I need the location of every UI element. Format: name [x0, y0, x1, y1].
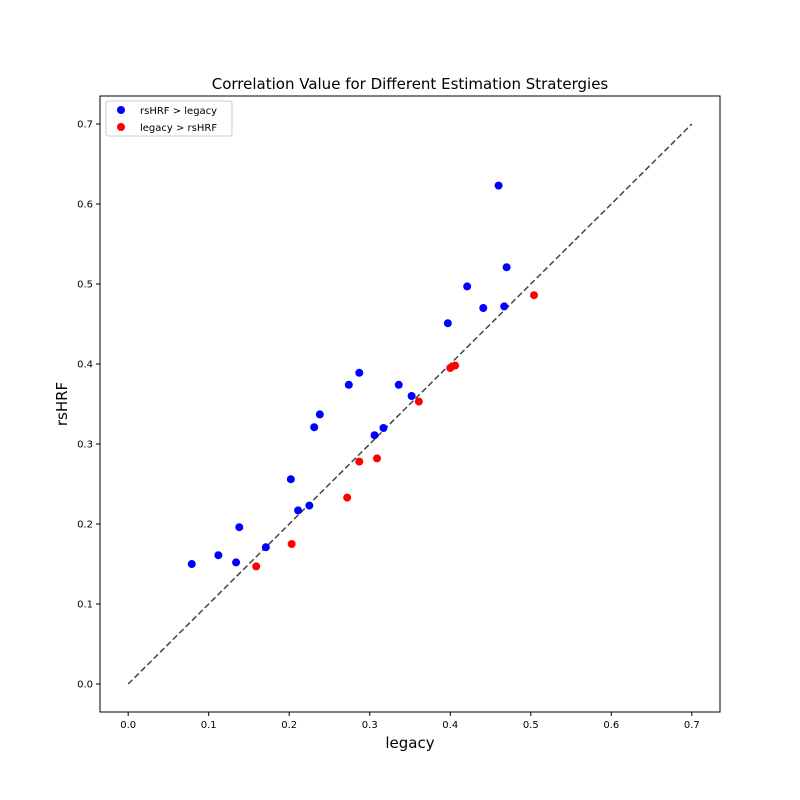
x-tick-label: 0.1 — [201, 720, 217, 731]
x-tick-label: 0.7 — [684, 720, 700, 731]
data-point-legacy-greater — [343, 493, 352, 502]
data-point-rshrf-greater — [502, 263, 511, 272]
x-tick-label: 0.4 — [442, 720, 458, 731]
data-point-rshrf-greater — [187, 560, 196, 568]
x-tick-label: 0.0 — [120, 720, 136, 731]
y-tick-label: 0.7 — [77, 120, 93, 131]
data-point-legacy-greater — [252, 562, 261, 571]
legend: rsHRF > legacy legacy > rsHRF — [105, 100, 233, 137]
data-point-legacy-greater — [372, 454, 381, 463]
y-tick-label: 0.5 — [77, 280, 93, 291]
y-tick-label: 0.1 — [77, 600, 93, 611]
x-axis: 0.0 0.1 0.2 0.3 0.4 0.5 0.6 0.7 — [120, 712, 700, 731]
data-point-rshrf-greater — [344, 380, 353, 389]
data-point-rshrf-greater — [463, 282, 472, 291]
x-tick-label: 0.5 — [523, 720, 539, 731]
data-point-rshrf-greater — [214, 551, 223, 560]
data-point-rshrf-greater — [310, 423, 319, 432]
data-point-legacy-greater — [451, 361, 460, 370]
x-tick-label: 0.2 — [281, 720, 297, 731]
y-axis: 0.0 0.1 0.2 0.3 0.4 0.5 0.6 0.7 — [77, 120, 100, 691]
plot-area-frame — [99, 95, 721, 713]
chart-title: Correlation Value for Different Estimati… — [212, 75, 609, 93]
data-point-legacy-greater — [530, 291, 538, 300]
data-point-rshrf-greater — [286, 475, 295, 484]
data-point-rshrf-greater — [294, 506, 303, 515]
y-tick-label: 0.4 — [77, 360, 93, 371]
data-point-rshrf-greater — [443, 319, 452, 328]
data-point-rshrf-greater — [315, 410, 324, 419]
data-point-rshrf-greater — [479, 304, 488, 312]
data-point-rshrf-greater — [379, 424, 388, 432]
x-axis-label: legacy — [385, 734, 434, 752]
legend-label-rshrf: rsHRF > legacy — [140, 106, 217, 117]
data-point-rshrf-greater — [500, 302, 509, 311]
data-point-rshrf-greater — [261, 543, 270, 552]
data-point-rshrf-greater — [235, 523, 244, 532]
data-point-rshrf-greater — [232, 558, 241, 567]
y-tick-label: 0.6 — [77, 200, 93, 211]
data-point-legacy-greater — [414, 397, 423, 406]
y-axis-label: rsHRF — [53, 382, 71, 426]
data-point-legacy-greater — [355, 457, 364, 466]
legend-label-legacy: legacy > rsHRF — [140, 123, 217, 134]
data-point-rshrf-greater — [355, 368, 364, 377]
y-tick-label: 0.3 — [77, 440, 93, 451]
data-point-rshrf-greater — [305, 501, 314, 510]
x-tick-label: 0.3 — [362, 720, 378, 731]
data-point-rshrf-greater — [394, 380, 403, 389]
y-tick-label: 0.0 — [77, 680, 93, 691]
x-tick-label: 0.6 — [603, 720, 619, 731]
legend-marker-rshrf — [117, 106, 125, 114]
data-point-rshrf-greater — [494, 181, 503, 190]
data-point-rshrf-greater — [407, 392, 416, 400]
data-points — [187, 181, 538, 571]
data-point-rshrf-greater — [370, 431, 379, 440]
y-tick-label: 0.2 — [77, 520, 93, 531]
identity-reference-line — [127, 123, 693, 685]
data-point-legacy-greater — [287, 540, 296, 548]
legend-box — [105, 100, 233, 137]
legend-marker-legacy — [117, 123, 125, 131]
